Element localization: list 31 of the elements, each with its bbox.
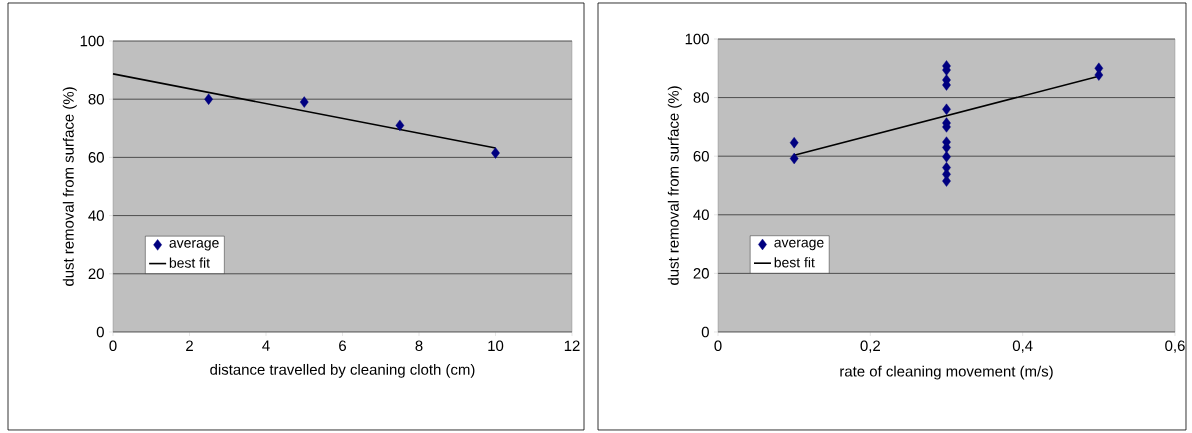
y-tick-label: 100 — [80, 35, 104, 47]
y-axis-title: dust removal from surface (%) — [667, 86, 682, 285]
x-tick-label: 12 — [564, 340, 580, 351]
x-tick-label: 2 — [186, 340, 193, 351]
y-tick-label: 100 — [685, 33, 709, 45]
legend-label: average — [169, 240, 219, 251]
x-tick-label: 0,4 — [1012, 340, 1033, 353]
legend-label: best fit — [169, 257, 210, 268]
y-tick-label: 0 — [701, 326, 709, 338]
x-axis-title: rate of cleaning movement (m/s) — [840, 365, 1053, 380]
y-tick-label: 60 — [693, 150, 709, 162]
y-tick-label: 80 — [88, 93, 104, 105]
y-tick-label: 20 — [693, 268, 709, 279]
y-tick-label: 40 — [693, 209, 709, 221]
x-tick-label: 4 — [262, 340, 270, 351]
legend-label: best fit — [774, 257, 815, 268]
legend-label: average — [774, 239, 824, 251]
x-tick-label: 0,2 — [860, 340, 880, 353]
y-axis-title: dust removal from surface (%) — [62, 87, 77, 286]
y-tick-label: 40 — [88, 210, 104, 221]
x-tick-label: 0,6 — [1165, 340, 1185, 353]
x-tick-label: 8 — [415, 340, 423, 352]
x-tick-label: 6 — [339, 340, 347, 352]
x-tick-label: 10 — [488, 340, 504, 352]
x-tick-label: 0 — [109, 340, 117, 352]
y-tick-label: 80 — [693, 92, 709, 103]
y-tick-label: 60 — [88, 152, 104, 163]
x-tick-label: 0 — [714, 340, 722, 352]
y-tick-label: 0 — [96, 326, 104, 338]
y-tick-label: 20 — [88, 268, 104, 280]
x-axis-title: distance travelled by cleaning cloth (cm) — [210, 363, 475, 378]
